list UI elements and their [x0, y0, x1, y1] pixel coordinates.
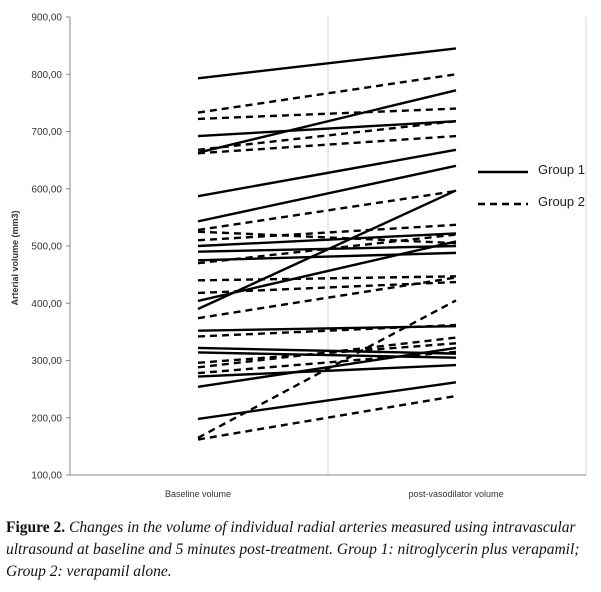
grid-lines [327, 17, 587, 475]
y-axis-title: Arterial volume (mm3) [10, 210, 20, 305]
series-line-group-2 [197, 299, 457, 439]
series-line-group-1 [197, 324, 457, 332]
chart-figure: 100,00 200,00 300,00 400,00 500,00 600,00 700,… [10, 13, 587, 499]
line-chart: 100,00 200,00 300,00 400,00 500,00 600,00 700,… [10, 13, 587, 499]
y-tick-label: 800,00 [31, 70, 62, 81]
series-line-group-1 [197, 89, 457, 154]
y-tick-label: 600,00 [31, 184, 62, 195]
y-tick-label: 300,00 [31, 356, 62, 367]
series-line-group-2 [197, 276, 457, 320]
series-line-group-1 [197, 363, 457, 378]
y-tick-label: 100,00 [31, 471, 62, 482]
series-line-group-1 [197, 119, 457, 138]
y-axis: 100,00 200,00 300,00 400,00 500,00 600,00 700,… [31, 13, 71, 482]
x-axis: Baseline volume post-vasodilator volume [70, 474, 586, 499]
series-line-group-1 [197, 346, 457, 389]
legend: Group 1 Group 2 [478, 162, 585, 209]
series-line-group-2 [197, 233, 457, 265]
series-lines [197, 47, 457, 441]
figure-caption: Figure 2. Changes in the volume of indiv… [6, 517, 596, 583]
y-tick-label: 400,00 [31, 299, 62, 310]
series-line-group-1 [197, 381, 457, 421]
x-category-label: post-vasodilator volume [408, 489, 503, 499]
series-line-group-1 [197, 189, 457, 311]
series-line-group-1 [197, 47, 457, 80]
series-line-group-2 [197, 107, 457, 121]
series-line-group-1 [197, 148, 457, 198]
series-line-group-1 [197, 240, 457, 303]
series-line-group-1 [197, 346, 457, 355]
caption-label: Figure 2. [6, 519, 66, 536]
series-line-group-2 [197, 336, 457, 369]
series-line-group-2 [197, 394, 457, 441]
x-category-label: Baseline volume [165, 489, 231, 499]
legend-label-group-2: Group 2 [538, 194, 585, 209]
series-line-group-1 [197, 251, 457, 262]
caption-text: Changes in the volume of individual radi… [6, 519, 580, 580]
y-tick-label: 700,00 [31, 127, 62, 138]
legend-label-group-1: Group 1 [538, 162, 585, 177]
series-line-group-1 [197, 232, 457, 248]
series-line-group-1 [197, 351, 457, 359]
series-line-group-2 [197, 120, 457, 152]
series-line-group-2 [197, 189, 457, 232]
series-line-group-2 [197, 73, 457, 114]
y-tick-label: 500,00 [31, 242, 62, 253]
series-line-group-2 [197, 275, 457, 282]
series-line-group-1 [197, 164, 457, 223]
y-tick-label: 200,00 [31, 413, 62, 424]
y-tick-label: 900,00 [31, 13, 62, 24]
